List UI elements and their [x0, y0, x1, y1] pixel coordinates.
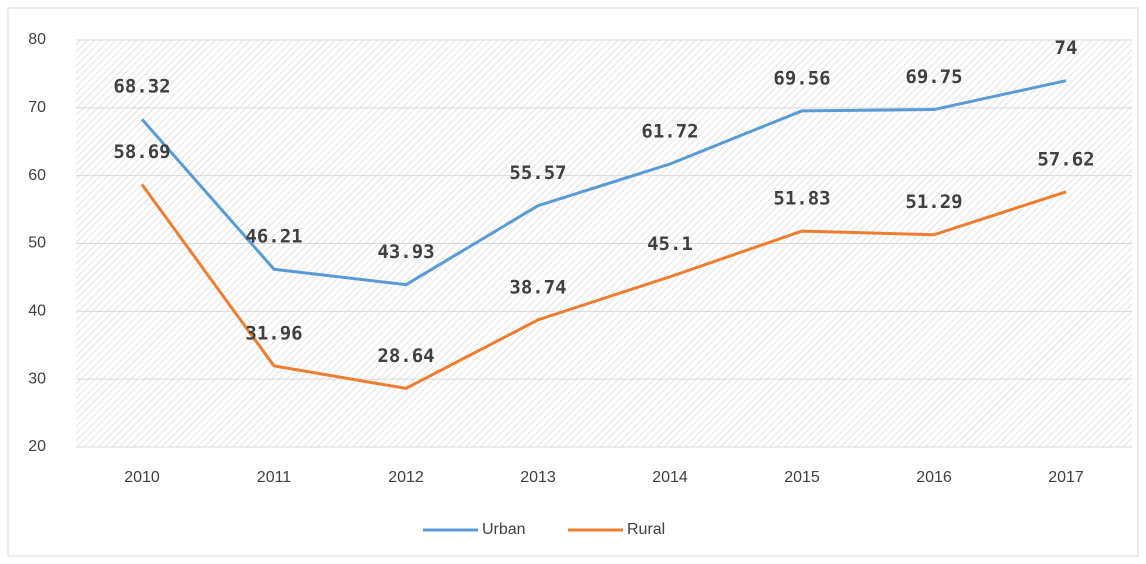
y-tick-label: 20: [28, 438, 46, 455]
legend-label: Urban: [482, 521, 526, 538]
data-label: 46.21: [245, 226, 302, 248]
data-label: 58.69: [113, 141, 170, 163]
y-tick-label: 40: [28, 303, 46, 320]
data-label: 69.75: [905, 66, 962, 88]
x-tick-label: 2010: [124, 469, 160, 486]
x-tick-label: 2011: [257, 469, 292, 486]
data-label: 38.74: [509, 276, 566, 298]
data-label: 69.56: [773, 67, 830, 89]
x-tick-label: 2017: [1048, 469, 1084, 486]
x-tick-label: 2016: [916, 469, 952, 486]
y-tick-label: 30: [28, 370, 46, 387]
y-tick-label: 80: [28, 31, 46, 48]
line-series: [140, 79, 1067, 287]
data-label: 61.72: [641, 120, 698, 142]
data-label: 74: [1055, 37, 1078, 59]
data-label: 51.83: [773, 188, 830, 210]
y-tick-label: 50: [28, 235, 46, 252]
y-tick-label: 60: [28, 167, 46, 184]
line-series: [140, 183, 1067, 390]
x-tick-label: 2012: [388, 469, 424, 486]
data-label: 43.93: [377, 241, 434, 263]
data-label: 45.1: [647, 233, 693, 255]
y-tick-label: 70: [28, 99, 46, 116]
data-label: 51.29: [905, 191, 962, 213]
x-tick-label: 2014: [652, 469, 688, 486]
data-label: 57.62: [1037, 148, 1094, 170]
x-tick-label: 2015: [784, 469, 820, 486]
data-label: 28.64: [377, 345, 434, 367]
data-label: 55.57: [509, 162, 566, 184]
data-label: 31.96: [245, 322, 302, 344]
x-tick-label: 2013: [520, 469, 556, 486]
data-label: 68.32: [113, 76, 170, 98]
legend-label: Rural: [627, 521, 665, 538]
